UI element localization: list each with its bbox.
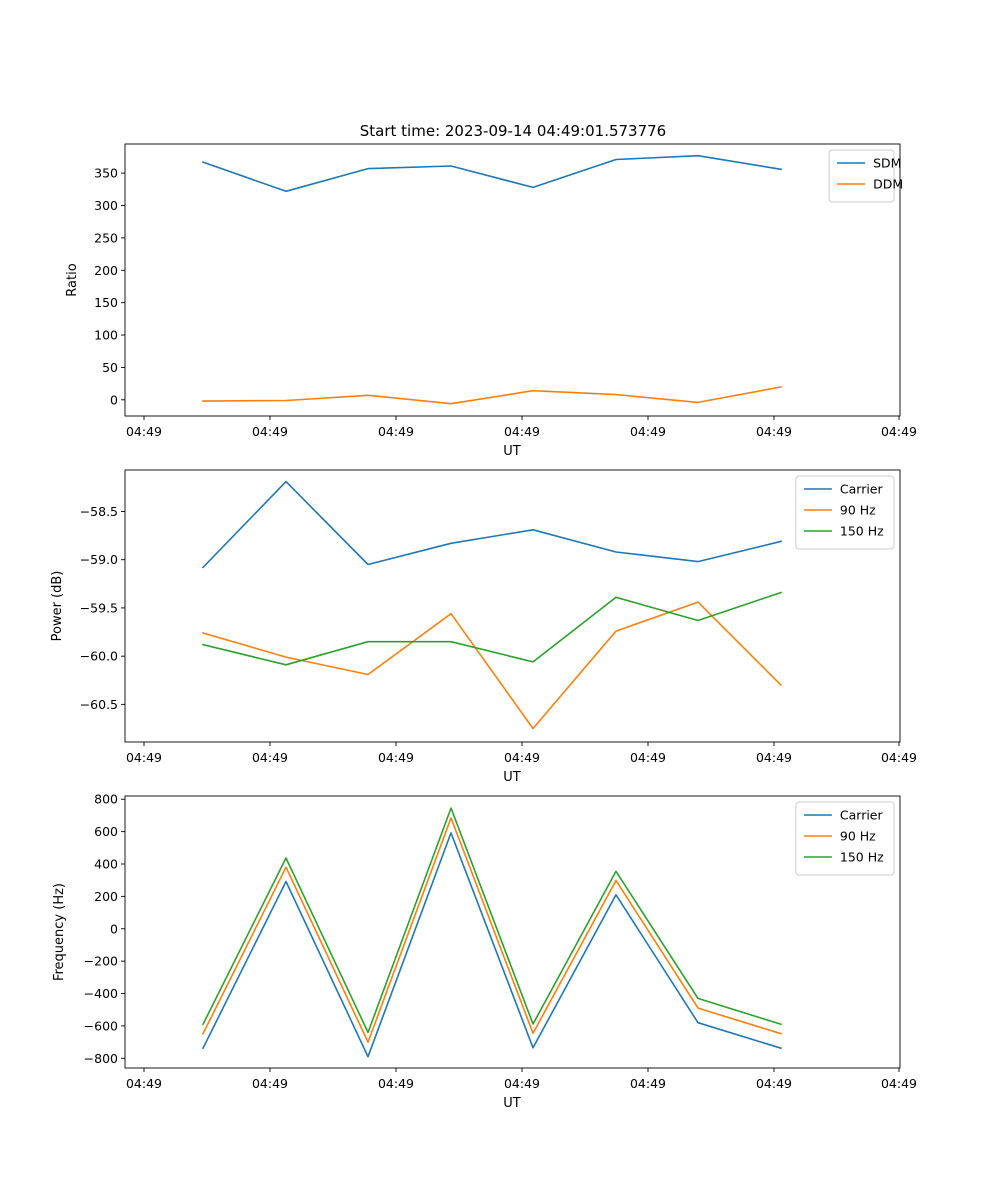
panel-1: 04:49 04:49 04:49 04:49 04:49 04:49 04:49 0 50 10… — [65, 143, 917, 459]
y-tick-label: −60.0 — [80, 649, 118, 664]
legend-label-90-hz: 90 Hz — [840, 503, 876, 518]
series-line-150-hz — [201, 807, 783, 1034]
legend-label-150-hz: 150 Hz — [840, 850, 884, 865]
y-tick-label: −200 — [84, 954, 118, 969]
x-tick-label: 04:49 — [504, 750, 540, 765]
axes-frame — [124, 795, 901, 1069]
y-tick-label: −60.5 — [80, 697, 118, 712]
x-tick-label: 04:49 — [378, 750, 414, 765]
y-tick-label: −59.0 — [80, 552, 118, 567]
panel-3: 04:49 04:49 04:49 04:49 04:49 04:49 04:49 −800 −… — [52, 792, 917, 1111]
x-tick-label: 04:49 — [126, 424, 162, 439]
x-axis-label: UT — [503, 770, 521, 785]
legend-label-150-hz: 150 Hz — [840, 524, 884, 539]
y-tick-label: 150 — [94, 295, 118, 310]
y-tick-label: 50 — [102, 360, 118, 375]
x-tick-label: 04:49 — [126, 1076, 162, 1091]
x-tick-label: 04:49 — [252, 1076, 288, 1091]
x-tick-label: 04:49 — [126, 750, 162, 765]
x-tick-label: 04:49 — [504, 1076, 540, 1091]
y-tick-label: −600 — [84, 1018, 118, 1033]
axes-frame — [124, 469, 901, 743]
x-tick-label: 04:49 — [756, 750, 792, 765]
y-axis-label: Frequency (Hz) — [52, 883, 67, 981]
x-tick-label: 04:49 — [252, 750, 288, 765]
y-tick-label: −400 — [84, 986, 118, 1001]
y-tick-label: 100 — [94, 328, 118, 343]
x-axis-label: UT — [503, 1096, 521, 1111]
y-tick-label: 200 — [94, 263, 118, 278]
y-tick-label: 0 — [110, 921, 118, 936]
series-line-90-hz — [201, 817, 783, 1043]
figure-title: Start time: 2023-09-14 04:49:01.573776 — [360, 122, 666, 140]
y-tick-label: 400 — [94, 857, 118, 872]
series-line-150-hz — [202, 591, 783, 666]
x-tick-label: 04:49 — [252, 424, 288, 439]
y-tick-label: 0 — [110, 392, 118, 407]
y-tick-label: 800 — [94, 792, 118, 807]
series-line-ddm — [202, 385, 782, 405]
x-tick-label: 04:49 — [504, 424, 540, 439]
series-line-90-hz — [202, 601, 783, 730]
legend: SDM DDM — [828, 149, 903, 203]
legend-label-carrier: Carrier — [840, 482, 884, 497]
y-tick-label: 600 — [94, 824, 118, 839]
legend-label-sdm: SDM — [873, 156, 901, 171]
x-tick-label: 04:49 — [378, 1076, 414, 1091]
series-line-sdm — [201, 154, 782, 193]
y-axis-label: Ratio — [65, 263, 80, 296]
y-tick-label: 350 — [94, 166, 118, 181]
y-tick-label: 200 — [94, 889, 118, 904]
legend-label-90-hz: 90 Hz — [840, 829, 876, 844]
x-tick-label: 04:49 — [630, 750, 666, 765]
legend: Carrier 90 Hz 150 Hz — [795, 801, 895, 876]
y-tick-label: −59.5 — [80, 600, 118, 615]
x-tick-label: 04:49 — [630, 1076, 666, 1091]
x-axis-label: UT — [503, 444, 521, 459]
series-line-carrier — [201, 832, 782, 1058]
x-tick-label: 04:49 — [378, 424, 414, 439]
axes-frame — [124, 143, 901, 417]
legend: Carrier 90 Hz 150 Hz — [795, 475, 895, 550]
x-tick-label: 04:49 — [756, 1076, 792, 1091]
y-tick-label: 300 — [94, 198, 118, 213]
x-tick-label: 04:49 — [630, 424, 666, 439]
x-tick-label: 04:49 — [881, 750, 917, 765]
y-axis-label: Power (dB) — [50, 571, 65, 642]
legend-label-ddm: DDM — [873, 177, 903, 192]
x-tick-label: 04:49 — [756, 424, 792, 439]
y-tick-label: −58.5 — [80, 504, 118, 519]
y-tick-label: −800 — [84, 1051, 118, 1066]
legend-label-carrier: Carrier — [840, 808, 884, 823]
x-tick-label: 04:49 — [881, 424, 917, 439]
x-tick-label: 04:49 — [881, 1076, 917, 1091]
series-line-carrier — [201, 480, 782, 569]
y-tick-label: 250 — [94, 230, 118, 245]
panel-2: 04:49 04:49 04:49 04:49 04:49 04:49 04:49 −60.5… — [50, 469, 917, 785]
